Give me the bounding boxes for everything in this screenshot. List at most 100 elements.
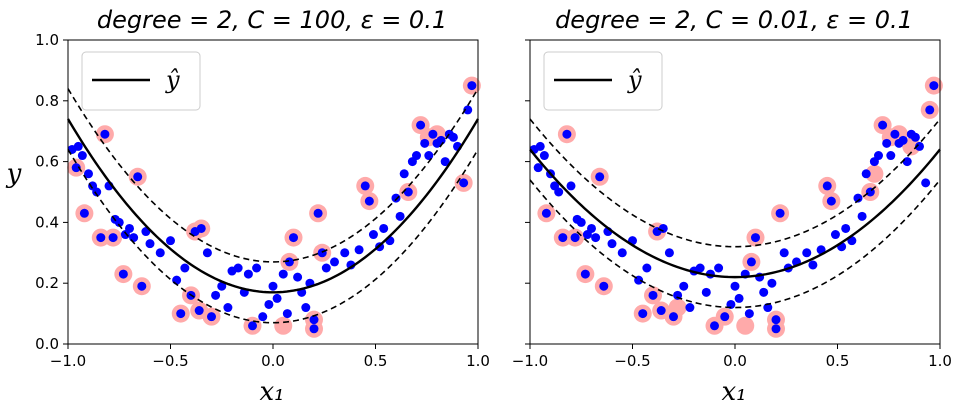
data-point bbox=[656, 306, 666, 316]
support-vector-marker bbox=[736, 316, 755, 335]
y-axis-label: y bbox=[6, 159, 22, 189]
data-point bbox=[321, 263, 331, 273]
data-point bbox=[354, 245, 364, 255]
data-point bbox=[223, 303, 233, 313]
x-tick-label: −0.5 bbox=[152, 352, 188, 370]
chart-panel-left: degree = 2, C = 100, ε = 0.1 −1.0 −0.5 0.0… bbox=[6, 6, 490, 407]
data-point bbox=[114, 217, 124, 227]
data-point bbox=[379, 223, 389, 233]
data-point bbox=[420, 138, 430, 148]
data-point bbox=[73, 141, 83, 151]
data-point bbox=[309, 315, 319, 325]
data-point bbox=[71, 163, 81, 173]
data-point bbox=[841, 223, 851, 233]
data-point bbox=[459, 178, 469, 188]
data-point bbox=[576, 217, 586, 227]
data-point bbox=[133, 172, 143, 182]
data-point bbox=[428, 129, 438, 139]
data-point bbox=[79, 208, 89, 218]
data-point bbox=[746, 257, 756, 267]
data-point bbox=[207, 312, 216, 322]
data-point bbox=[166, 236, 175, 246]
data-point bbox=[440, 157, 450, 167]
x-tick-label: 1.0 bbox=[466, 352, 490, 370]
data-point bbox=[890, 129, 900, 139]
data-point bbox=[771, 324, 781, 334]
data-point bbox=[137, 281, 147, 291]
data-point bbox=[878, 120, 888, 130]
data-point bbox=[751, 233, 760, 243]
data-point bbox=[360, 181, 370, 191]
support-vector-marker bbox=[865, 164, 884, 183]
data-point bbox=[395, 211, 405, 221]
data-point bbox=[180, 263, 190, 273]
data-point bbox=[368, 230, 378, 240]
data-point bbox=[145, 239, 155, 249]
data-point bbox=[252, 263, 262, 273]
data-point bbox=[364, 196, 374, 206]
data-point bbox=[467, 81, 477, 91]
data-point bbox=[282, 309, 292, 319]
data-point bbox=[902, 157, 912, 167]
data-point bbox=[391, 193, 401, 203]
data-point bbox=[194, 306, 204, 316]
data-point bbox=[929, 81, 939, 91]
prediction-line bbox=[66, 118, 480, 294]
y-tick-label: 0.2 bbox=[35, 274, 59, 292]
data-point bbox=[313, 208, 323, 218]
data-point bbox=[695, 263, 705, 273]
data-point bbox=[642, 263, 652, 273]
epsilon-upper-line bbox=[529, 118, 941, 248]
data-point bbox=[217, 281, 227, 291]
data-point bbox=[822, 181, 832, 191]
data-point bbox=[448, 132, 458, 142]
data-point bbox=[595, 172, 605, 182]
data-point bbox=[808, 260, 818, 270]
data-point bbox=[898, 135, 908, 145]
data-point bbox=[309, 324, 319, 334]
data-point bbox=[580, 269, 590, 279]
data-point bbox=[925, 105, 935, 115]
data-point bbox=[701, 287, 711, 297]
data-point bbox=[155, 248, 165, 258]
data-point bbox=[679, 281, 689, 291]
data-point bbox=[176, 309, 186, 319]
data-point bbox=[196, 223, 206, 233]
data-point bbox=[591, 233, 601, 243]
legend-label: ŷ bbox=[627, 66, 642, 94]
prediction-line bbox=[529, 148, 941, 279]
data-point bbox=[539, 151, 549, 161]
x-tick-label: 0.5 bbox=[826, 352, 850, 370]
data-point bbox=[826, 196, 836, 206]
data-point bbox=[730, 281, 740, 291]
data-point bbox=[92, 187, 102, 197]
x-tick-label: −1.0 bbox=[50, 352, 86, 370]
data-point bbox=[416, 120, 426, 130]
data-point bbox=[617, 248, 627, 258]
data-point bbox=[211, 290, 221, 300]
x-tick-label: 1.0 bbox=[928, 352, 952, 370]
legend: ŷ bbox=[81, 51, 201, 111]
y-tick-label: 0.8 bbox=[35, 92, 59, 110]
x-tick-label: 0.0 bbox=[723, 352, 747, 370]
data-point bbox=[84, 169, 93, 179]
data-point bbox=[638, 309, 648, 319]
data-point bbox=[77, 151, 87, 161]
data-point bbox=[272, 293, 282, 303]
data-point bbox=[248, 321, 257, 331]
epsilon-lower-line bbox=[67, 149, 479, 324]
data-point bbox=[775, 208, 785, 218]
data-point bbox=[412, 151, 421, 161]
data-point bbox=[258, 312, 268, 322]
y-tick-label: 0.4 bbox=[35, 213, 59, 231]
data-point bbox=[330, 257, 339, 267]
legend: ŷ bbox=[543, 51, 663, 111]
y-tick-label: 0.0 bbox=[35, 335, 59, 353]
data-point bbox=[685, 303, 695, 313]
data-point bbox=[340, 248, 350, 258]
data-point bbox=[268, 281, 278, 291]
data-point bbox=[129, 233, 139, 243]
x-tick-label: −1.0 bbox=[512, 352, 548, 370]
x-axis-label: x₁ bbox=[259, 377, 284, 407]
